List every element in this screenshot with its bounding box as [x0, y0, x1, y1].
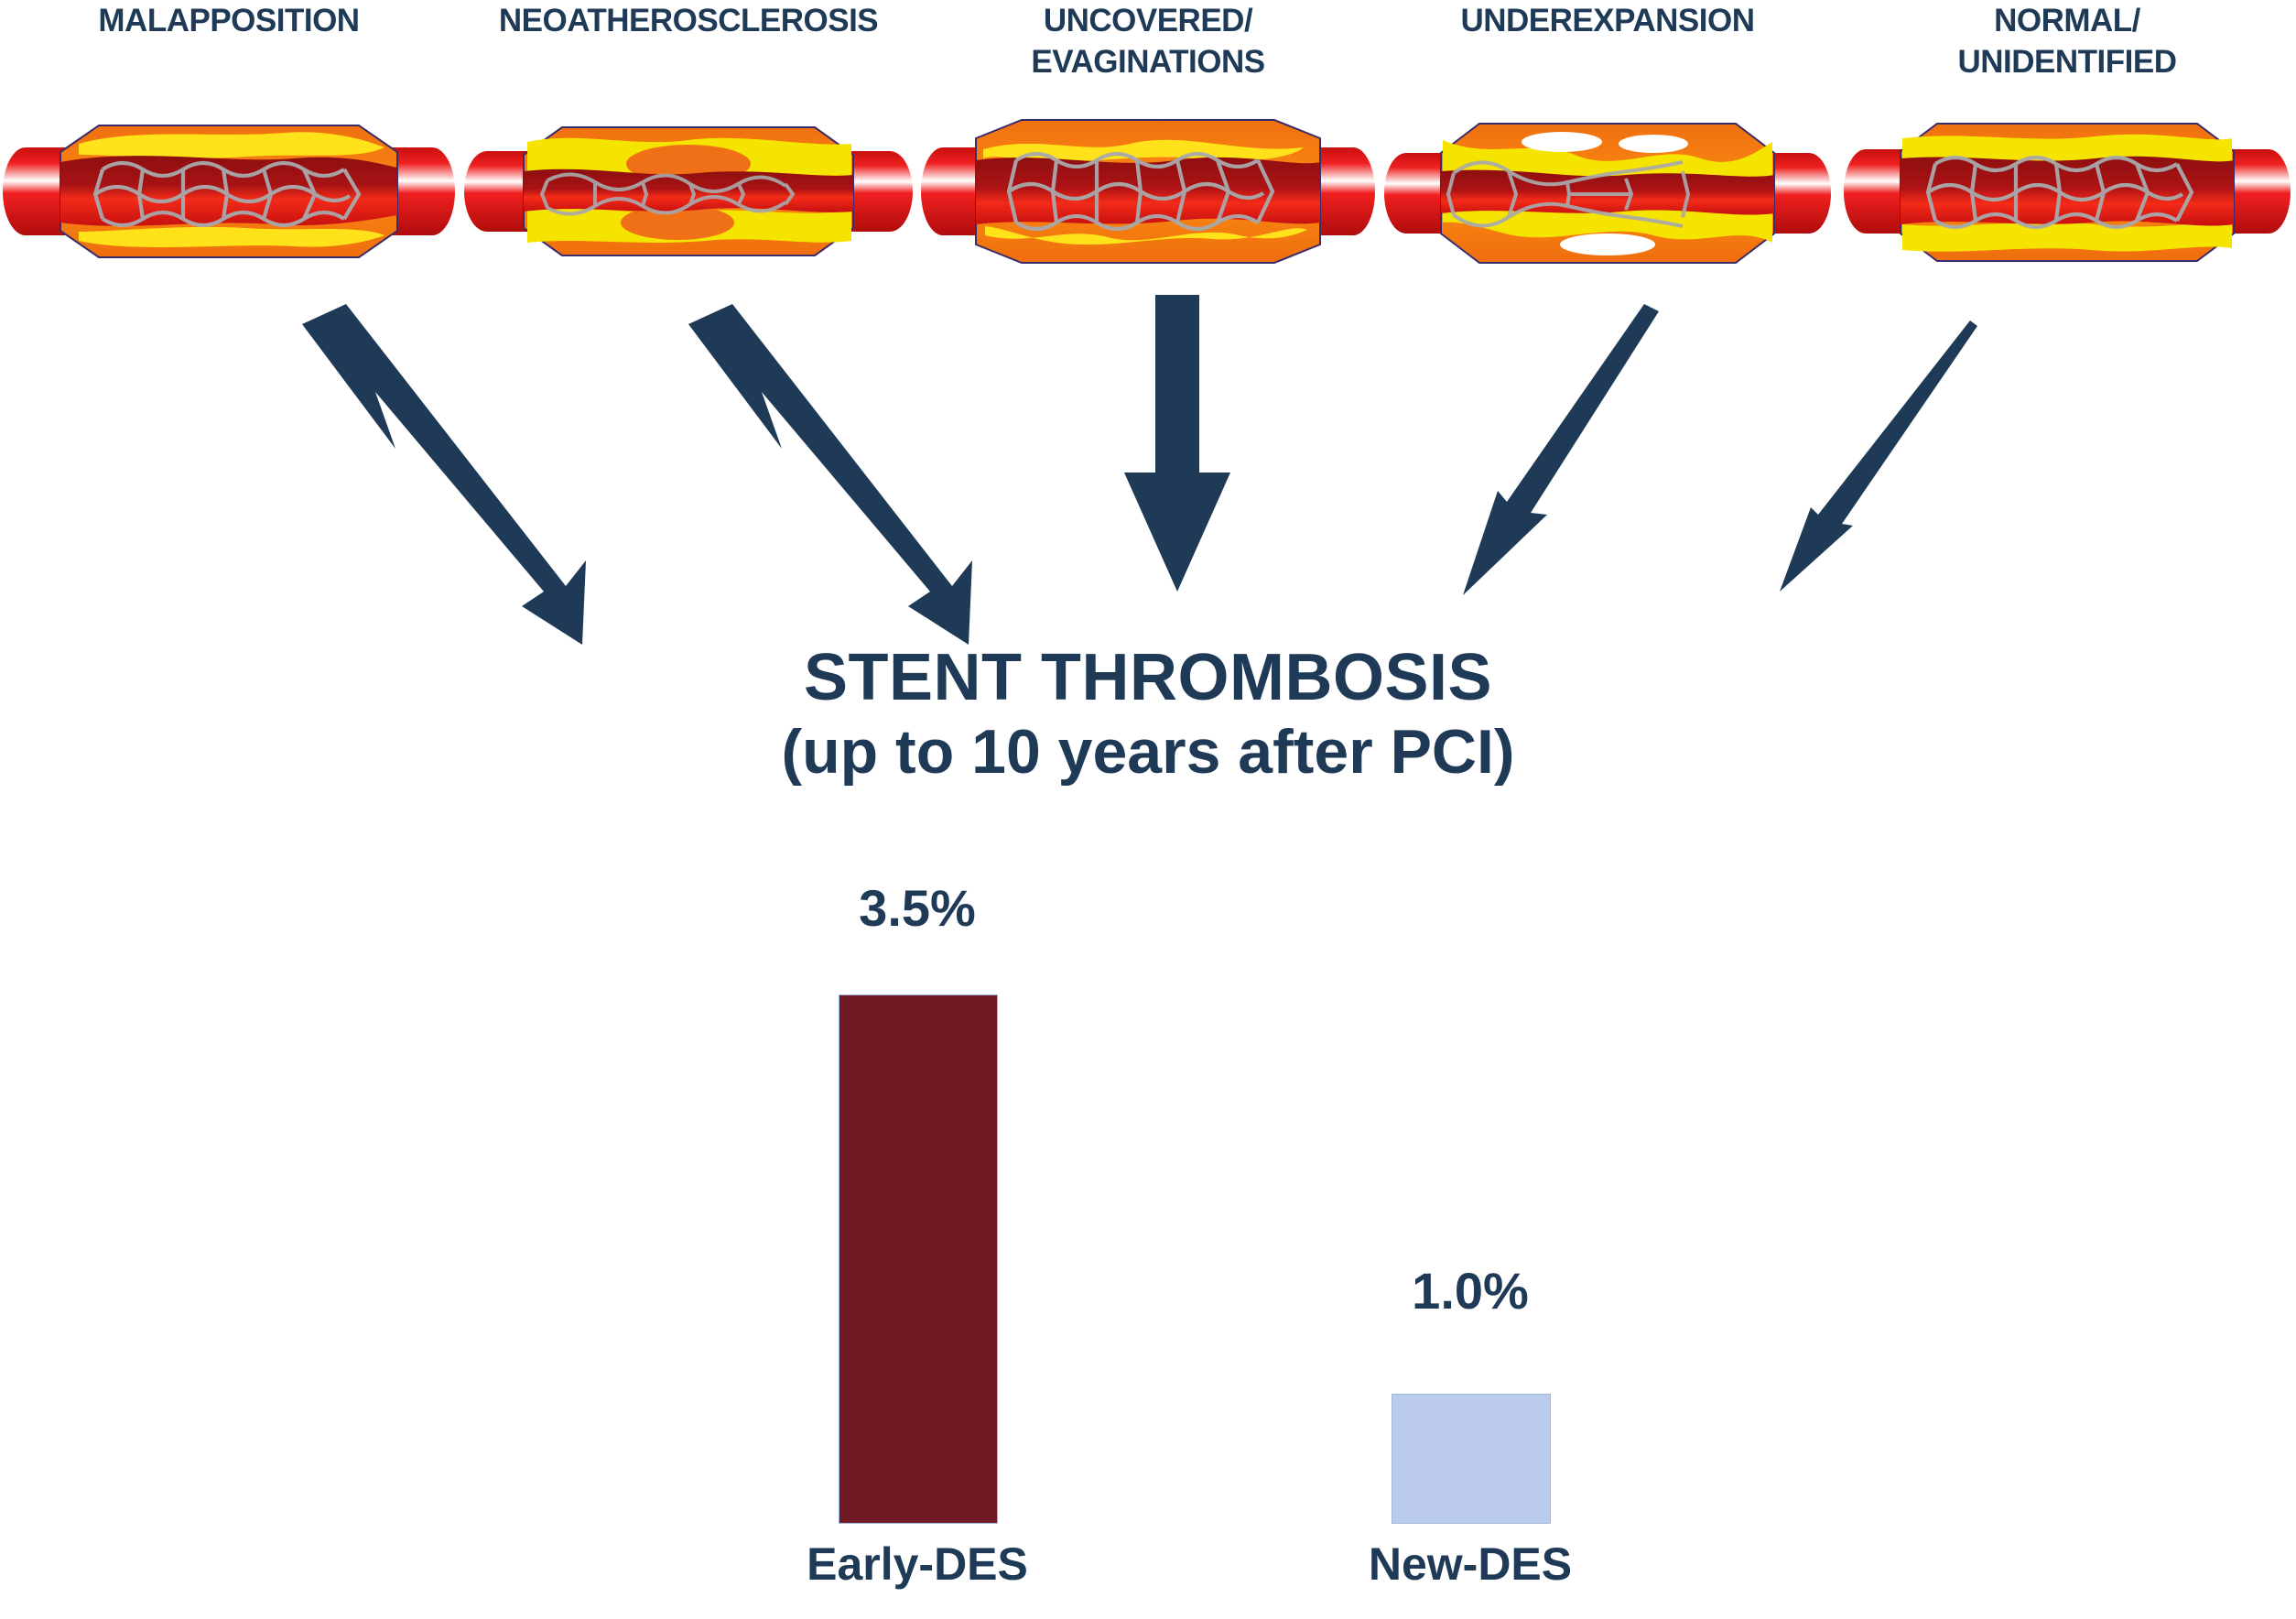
bar-group-new-des: 1.0% New-DES	[1287, 861, 1653, 1619]
stent-normal-unidentified-icon	[1838, 107, 2296, 277]
stent-card-malapposition: MALAPPOSITION	[0, 0, 458, 293]
stent-card-uncovered-evaginations: UNCOVERED/ EVAGINATIONS	[919, 0, 1377, 293]
headline: STENT THROMBOSIS (up to 10 years after P…	[0, 641, 2296, 789]
stent-card-neoatherosclerosis: NEOATHEROSCLEROSIS	[460, 0, 917, 293]
stent-label-normal-unidentified: NORMAL/ UNIDENTIFIED	[1838, 0, 2296, 82]
stent-card-normal-unidentified: NORMAL/ UNIDENTIFIED	[1838, 0, 2296, 293]
bar-early-des[interactable]	[839, 994, 998, 1524]
bar-value-early-des: 3.5%	[859, 879, 976, 937]
bar-value-new-des: 1.0%	[1412, 1262, 1529, 1320]
stent-underexpansion-icon	[1379, 107, 1836, 277]
stent-label-line-2: EVAGINATIONS	[1031, 44, 1265, 80]
stent-label-uncovered-evaginations: UNCOVERED/ EVAGINATIONS	[919, 0, 1377, 82]
stent-illustration-row: MALAPPOSITION	[0, 0, 2296, 293]
arrow-from-neoatherosclerosis	[688, 304, 972, 645]
arrow-from-uncovered-evaginations	[1124, 295, 1230, 592]
arrow-from-underexpansion	[1463, 304, 1659, 595]
stent-label-line-2: UNIDENTIFIED	[1957, 44, 2178, 80]
headline-line-2: (up to 10 years after PCI)	[781, 717, 1515, 787]
arrow-from-malapposition	[302, 304, 586, 645]
arrow-layer	[0, 284, 2296, 659]
headline-line-1: STENT THROMBOSIS	[803, 641, 1492, 714]
bar-category-new-des: New-DES	[1368, 1538, 1573, 1590]
stent-uncovered-evaginations-icon	[919, 107, 1377, 277]
stent-thrombosis-bar-chart: 3.5% Early-DES 1.0% New-DES	[0, 861, 2296, 1619]
stent-label-malapposition: MALAPPOSITION	[98, 3, 360, 38]
stent-label-line-1: UNCOVERED/	[1043, 3, 1253, 38]
stent-neoatherosclerosis-icon	[460, 107, 917, 277]
stent-label-line-1: NORMAL/	[1994, 3, 2140, 38]
bar-category-early-des: Early-DES	[807, 1538, 1028, 1590]
arrow-from-normal-unidentified	[1780, 321, 1977, 592]
stent-card-underexpansion: UNDEREXPANSION	[1379, 0, 1836, 293]
bar-group-early-des: 3.5% Early-DES	[734, 861, 1100, 1619]
stent-label-underexpansion: UNDEREXPANSION	[1460, 3, 1755, 38]
stent-malapposition-icon	[0, 107, 458, 277]
bar-new-des[interactable]	[1392, 1394, 1551, 1524]
stent-label-neoatherosclerosis: NEOATHEROSCLEROSIS	[498, 3, 879, 38]
